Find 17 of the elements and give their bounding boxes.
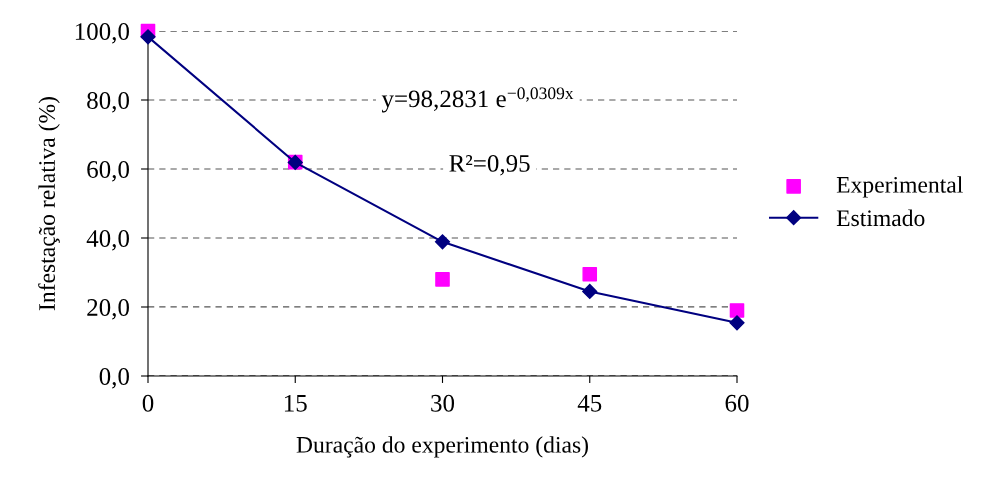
y-axis-title: Infestação relativa (%) (38, 97, 60, 311)
annotation: y=98,2831 e$^{−0,0309x}$ (381, 87, 574, 113)
x-tick-label: 30 (431, 394, 455, 412)
legend-label: Experimental (836, 176, 963, 198)
y-tick-label: 40,0 (86, 230, 129, 251)
y-tick-label: 100,0 (75, 23, 129, 44)
x-axis-title: Duração do experimento (dias) (296, 436, 588, 458)
annotation: R²=0,95 (449, 154, 530, 176)
y-tick-label: 0,0 (99, 368, 129, 389)
y-tick-label: 60,0 (87, 161, 129, 182)
x-tick-label: 15 (284, 394, 307, 412)
y-tick-label: 80,0 (87, 92, 129, 113)
legend-label: Estimado (836, 209, 925, 227)
y-tick-label: 20,0 (87, 299, 129, 320)
x-tick-label: 45 (577, 394, 602, 412)
x-tick-label: 60 (725, 394, 749, 412)
x-tick-label: 0 (142, 394, 154, 412)
